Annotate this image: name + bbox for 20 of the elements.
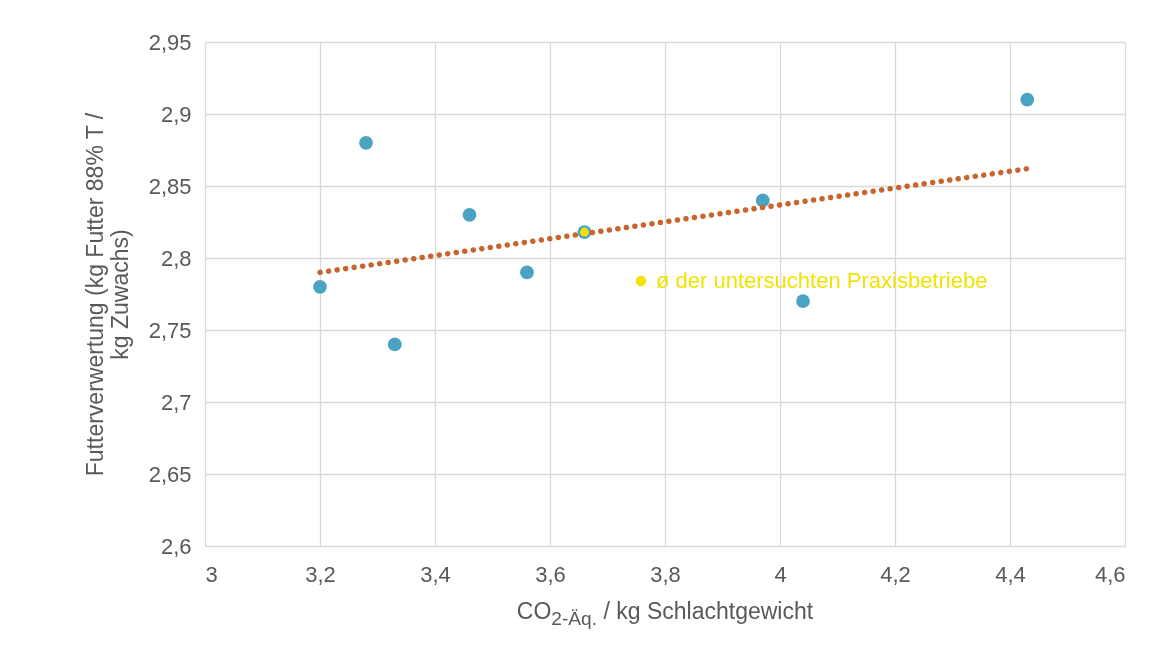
x-tick-label: 3,8 [650,561,681,587]
x-tick-label: 3,2 [305,561,336,587]
y-tick-label: 2,65 [148,461,192,487]
x-tick-label: 3,4 [420,561,451,587]
y-tick-label: 2,75 [148,317,192,343]
x-tick-label: 3,6 [535,561,566,587]
y-tick-label: 2,95 [148,29,192,55]
y-tick-label: 2,6 [160,533,192,559]
x-axis-title: CO$_{2-Äq.}$ / kg Schlachtgewicht [515,598,815,630]
y-tick-label: 2,85 [148,173,192,199]
x-tick-label: 4,2 [880,561,911,587]
y-axis-title: Futterverwertung (kg Futter 88% T / kg Zuwachs) [81,112,133,477]
y-tick-label: 2,7 [160,389,192,415]
x-tick-label: 4,4 [995,561,1026,587]
x-tick-label: 4,6 [1094,561,1126,587]
x-tick-label: 3 [205,561,218,587]
legend-label: ø der untersuchten Praxisbetriebe [656,268,988,293]
x-tick-label: 4 [774,561,787,587]
y-tick-label: 2,8 [160,245,192,271]
y-tick-label: 2,9 [160,101,192,127]
